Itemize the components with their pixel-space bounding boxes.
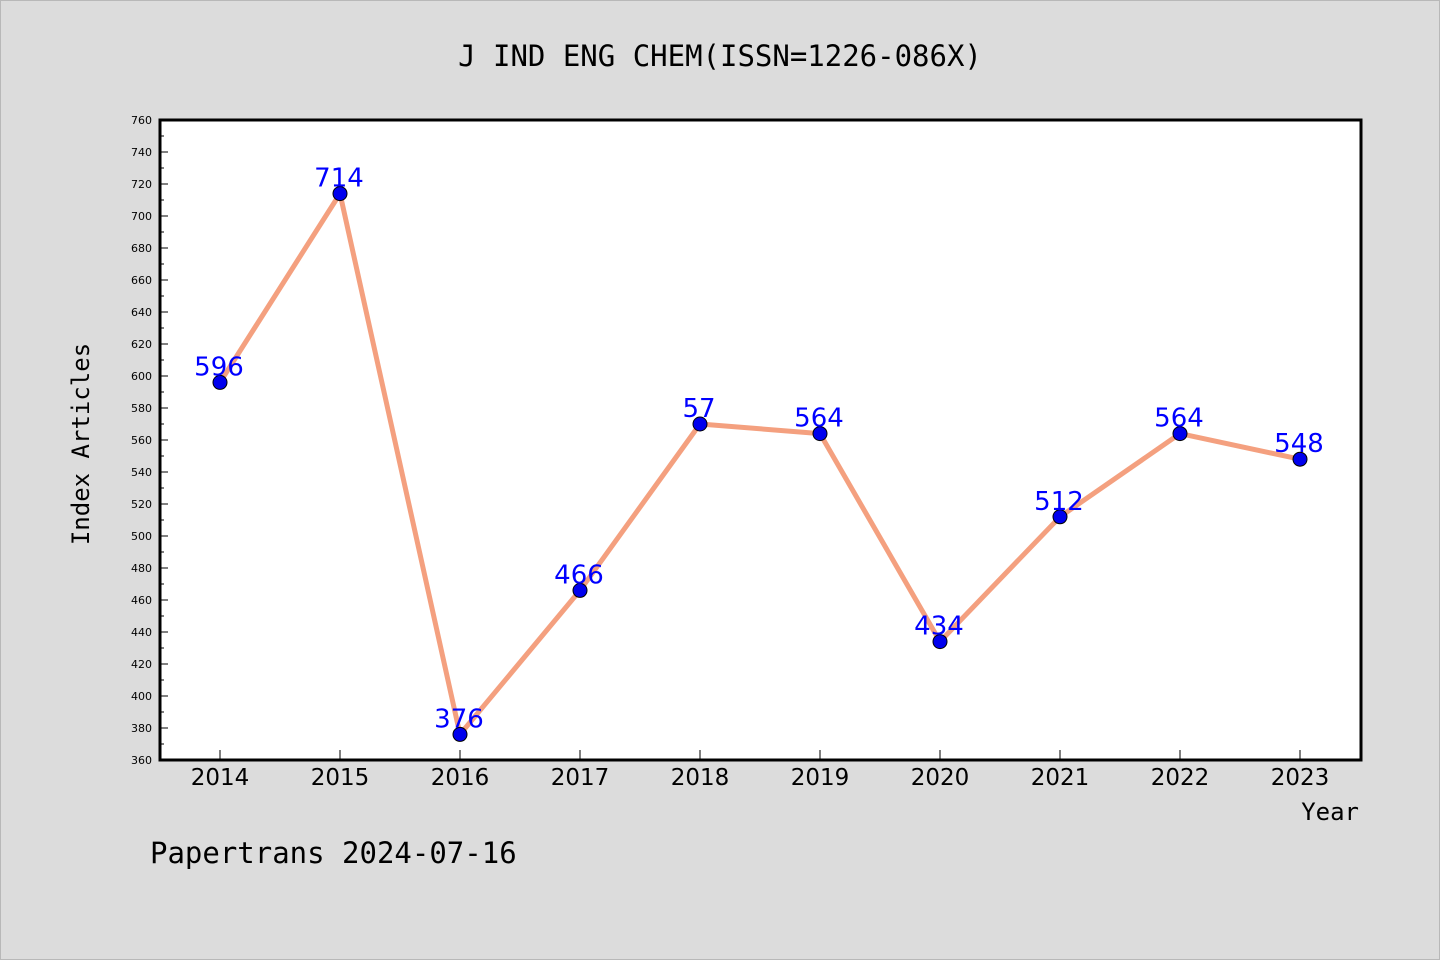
y-tick-label: 360 <box>131 754 152 767</box>
y-tick-label: 380 <box>131 722 152 735</box>
data-point <box>692 416 708 432</box>
y-tick-label: 400 <box>131 690 152 703</box>
x-tick-label: 2020 <box>911 765 970 791</box>
y-tick-label: 640 <box>131 306 152 319</box>
x-tick-label: 2015 <box>311 765 370 791</box>
data-label: 548 <box>1274 429 1324 459</box>
data-point <box>572 582 588 598</box>
x-tick-label: 2014 <box>191 765 250 791</box>
data-point <box>932 634 948 650</box>
series-line <box>217 191 1301 737</box>
y-tick-label: 560 <box>131 434 152 447</box>
x-tick-label: 2022 <box>1151 765 1210 791</box>
x-tick-label: 2018 <box>671 765 730 791</box>
data-point <box>212 374 228 390</box>
data-point <box>1172 426 1188 442</box>
x-axis-label: Year <box>1301 798 1359 826</box>
y-tick-label: 680 <box>131 242 152 255</box>
footer-text: Papertrans 2024-07-16 <box>150 836 517 870</box>
data-point <box>812 426 828 442</box>
y-tick-label: 740 <box>131 146 152 159</box>
x-tick-label: 2019 <box>791 765 850 791</box>
y-tick-label: 760 <box>131 114 152 127</box>
data-label: 434 <box>914 612 964 642</box>
data-point <box>452 726 468 742</box>
y-tick-label: 460 <box>131 594 152 607</box>
y-tick-label: 540 <box>131 466 152 479</box>
y-tick-label: 580 <box>131 402 152 415</box>
y-tick-label: 420 <box>131 658 152 671</box>
data-label: 57 <box>682 394 715 424</box>
y-axis-ticks: 360 380 400 420 440 460 480 500 520 540 560 580 600 6… <box>131 114 168 767</box>
data-labels: 596 714 376 466 57 564 434 512 564 548 <box>194 164 1324 735</box>
data-label: 596 <box>194 352 244 382</box>
chart-title: J IND ENG CHEM(ISSN=1226-086X) <box>458 39 982 73</box>
y-tick-label: 700 <box>131 210 152 223</box>
data-label: 376 <box>434 704 484 734</box>
y-tick-label: 660 <box>131 274 152 287</box>
y-tick-label: 620 <box>131 338 152 351</box>
y-axis-label: Index Articles <box>67 343 95 545</box>
data-label: 466 <box>554 560 604 590</box>
x-tick-label: 2017 <box>551 765 610 791</box>
data-label: 714 <box>314 164 364 194</box>
x-tick-label: 2023 <box>1271 765 1330 791</box>
plot-area <box>158 118 1363 762</box>
data-point <box>332 186 348 202</box>
x-tick-label: 2016 <box>431 765 490 791</box>
data-markers <box>212 186 1308 742</box>
y-tick-label: 720 <box>131 178 152 191</box>
x-axis-ticks: 2014 2015 2016 2017 2018 2019 2020 2021 2022 2023 <box>191 750 1330 791</box>
data-label: 564 <box>1154 404 1204 434</box>
data-point <box>1052 509 1068 525</box>
data-point <box>1292 451 1308 467</box>
x-tick-label: 2021 <box>1031 765 1090 791</box>
y-tick-label: 500 <box>131 530 152 543</box>
y-tick-label: 440 <box>131 626 152 639</box>
y-tick-label: 480 <box>131 562 152 575</box>
y-tick-label: 600 <box>131 370 152 383</box>
data-label: 512 <box>1034 487 1084 517</box>
data-label: 564 <box>794 404 844 434</box>
y-tick-label: 520 <box>131 498 152 511</box>
